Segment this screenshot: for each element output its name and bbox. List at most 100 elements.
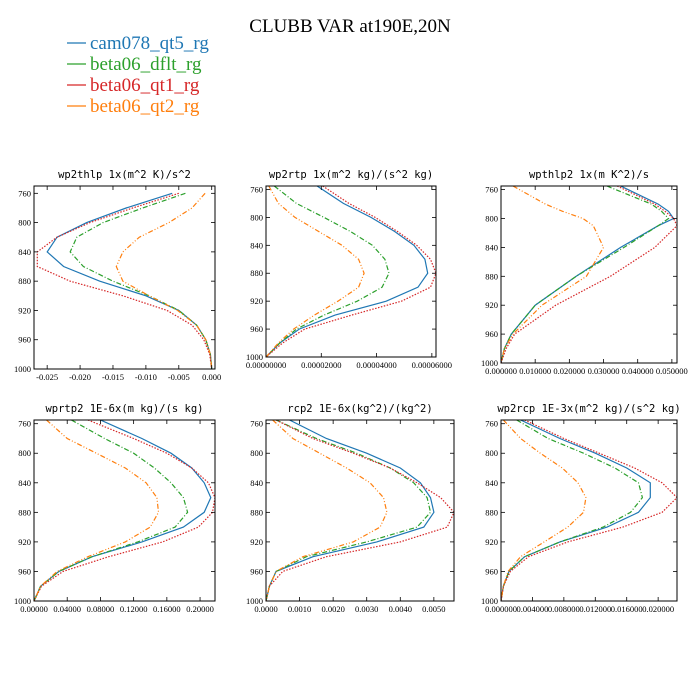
series-line-beta06_qt1_rg (36, 192, 213, 369)
y-tick-label: 760 (485, 419, 498, 429)
series-group (266, 420, 454, 601)
series-line-beta06_dflt_rg (69, 192, 213, 369)
series-line-beta06_qt2_rg (34, 420, 160, 601)
series-line-beta06_qt2_rg (115, 192, 213, 369)
y-tick-label: 760 (250, 419, 263, 429)
panel-1: wp2thlp 1x(m^2 K)/s^2 760 800 840 880 920 960 1… (14, 169, 221, 382)
y-tick-label: 800 (250, 448, 263, 458)
x-tick-label: 0.030000 (588, 366, 620, 376)
x-tick-label: -0.005 (168, 372, 190, 382)
series-line-cam078_qt5_rg (266, 186, 429, 357)
y-tick-label: 920 (18, 305, 31, 315)
x-tick-label: 0.00000000 (246, 360, 286, 370)
panel-3: wpthlp2 1x(m K^2)/s 760 800 840 880 920 960 100… (481, 169, 688, 376)
y-tick-label: 1000 (246, 596, 263, 606)
y-tick-label: 1000 (246, 352, 263, 362)
x-tick-label: 0.16000 (153, 604, 181, 614)
x-tick-label: 0.004000 (516, 604, 548, 614)
series-line-beta06_dflt_rg (34, 420, 189, 601)
y-tick-label: 800 (250, 212, 263, 222)
plot-frame (500, 419, 678, 602)
series-line-cam078_qt5_rg (501, 420, 651, 601)
y-tick-label: 920 (250, 537, 263, 547)
x-tick-label: 0.020000 (642, 604, 674, 614)
legend-label-beta06_qt2_rg: beta06_qt2_rg (90, 96, 200, 117)
x-tick-label: 0.016000 (611, 604, 643, 614)
y-tick-label: 760 (485, 185, 498, 195)
panels: wp2thlp 1x(m^2 K)/s^2 760 800 840 880 920 960 1… (14, 169, 688, 614)
x-tick-label: 0.000000 (485, 366, 517, 376)
series-line-beta06_dflt_rg (501, 186, 670, 363)
series-group (501, 186, 677, 363)
y-tick-label: 960 (250, 324, 263, 334)
x-tick-label: -0.010 (135, 372, 157, 382)
panel-4: wprtp2 1E-6x(m kg)/(s kg) 760 800 840 880 920… (14, 403, 216, 614)
x-tick-label: -0.015 (102, 372, 124, 382)
x-tick-label: 0.020000 (553, 366, 585, 376)
panel-title: rcp2 1E-6x(kg^2)/(kg^2) (287, 403, 432, 415)
y-tick-label: 880 (18, 507, 31, 517)
panel-2: wp2rtp 1x(m^2 kg)/(s^2 kg) 760 800 840 880 92… (246, 169, 452, 370)
y-tick-label: 1000 (481, 358, 498, 368)
series-group (36, 192, 213, 369)
x-tick-label: 0.04000 (53, 604, 81, 614)
y-tick-label: 1000 (481, 596, 498, 606)
series-line-beta06_qt1_rg (266, 186, 436, 357)
y-tick-label: 920 (485, 537, 498, 547)
series-line-beta06_qt2_rg (266, 186, 365, 357)
y-tick-label: 1000 (14, 364, 31, 374)
legend-label-beta06_dflt_rg: beta06_dflt_rg (90, 54, 202, 75)
panel-title: wp2rcp 1E-3x(m^2 kg)/(s^2 kg) (497, 403, 680, 415)
series-line-cam078_qt5_rg (266, 420, 435, 601)
figure-title: CLUBB VAR at190E,20N (249, 16, 451, 37)
series-line-beta06_qt2_rg (266, 420, 388, 601)
series-line-beta06_qt1_rg (266, 420, 454, 601)
x-tick-label: 0.20000 (186, 604, 214, 614)
panel-6: wp2rcp 1E-3x(m^2 kg)/(s^2 kg) 760 800 840 88… (481, 403, 681, 614)
plot-frame (33, 419, 216, 602)
legend: cam078_qt5_rgbeta06_dflt_rgbeta06_qt1_rg… (67, 33, 209, 117)
y-tick-label: 960 (485, 329, 498, 339)
plot-frame (33, 185, 216, 370)
x-tick-label: 0.008000 (548, 604, 580, 614)
x-tick-label: 0.0010 (288, 604, 311, 614)
y-tick-label: 920 (485, 300, 498, 310)
series-line-beta06_dflt_rg (266, 420, 432, 601)
y-tick-label: 960 (18, 335, 31, 345)
x-tick-label: 0.08000 (87, 604, 115, 614)
y-tick-label: 880 (485, 507, 498, 517)
series-line-beta06_dflt_rg (501, 420, 644, 601)
series-line-beta06_qt2_rg (501, 186, 605, 363)
x-tick-label: 0.040000 (622, 366, 654, 376)
y-tick-label: 760 (18, 188, 31, 198)
legend-label-cam078_qt5_rg: cam078_qt5_rg (90, 33, 209, 54)
x-tick-label: 0.0030 (355, 604, 378, 614)
panel-title: wpthlp2 1x(m K^2)/s (529, 169, 649, 181)
x-tick-label: 0.0040 (389, 604, 412, 614)
y-tick-label: 880 (250, 507, 263, 517)
y-tick-label: 760 (18, 419, 31, 429)
y-tick-label: 840 (250, 240, 263, 250)
y-tick-label: 880 (485, 271, 498, 281)
plot-frame (500, 185, 678, 364)
x-tick-label: -0.025 (36, 372, 58, 382)
x-tick-label: 0.0050 (422, 604, 445, 614)
series-group (501, 420, 677, 601)
x-tick-label: 0.000 (202, 372, 221, 382)
panel-title: wp2rtp 1x(m^2 kg)/(s^2 kg) (269, 169, 433, 181)
x-tick-label: -0.020 (69, 372, 91, 382)
series-line-beta06_dflt_rg (266, 186, 390, 357)
x-tick-label: 0.000000 (485, 604, 517, 614)
y-tick-label: 760 (250, 184, 263, 194)
plot-frame (265, 419, 455, 602)
y-tick-label: 960 (250, 566, 263, 576)
panel-title: wprtp2 1E-6x(m kg)/(s kg) (45, 403, 203, 415)
panel-5: rcp2 1E-6x(kg^2)/(kg^2) 760 800 840 880 920 96… (246, 403, 455, 614)
y-tick-label: 800 (18, 218, 31, 228)
x-tick-label: 0.12000 (120, 604, 148, 614)
series-line-cam078_qt5_rg (46, 192, 213, 369)
y-tick-label: 800 (485, 214, 498, 224)
series-group (266, 186, 436, 357)
panel-title: wp2thlp 1x(m^2 K)/s^2 (58, 169, 191, 181)
series-line-beta06_qt1_rg (34, 420, 215, 601)
